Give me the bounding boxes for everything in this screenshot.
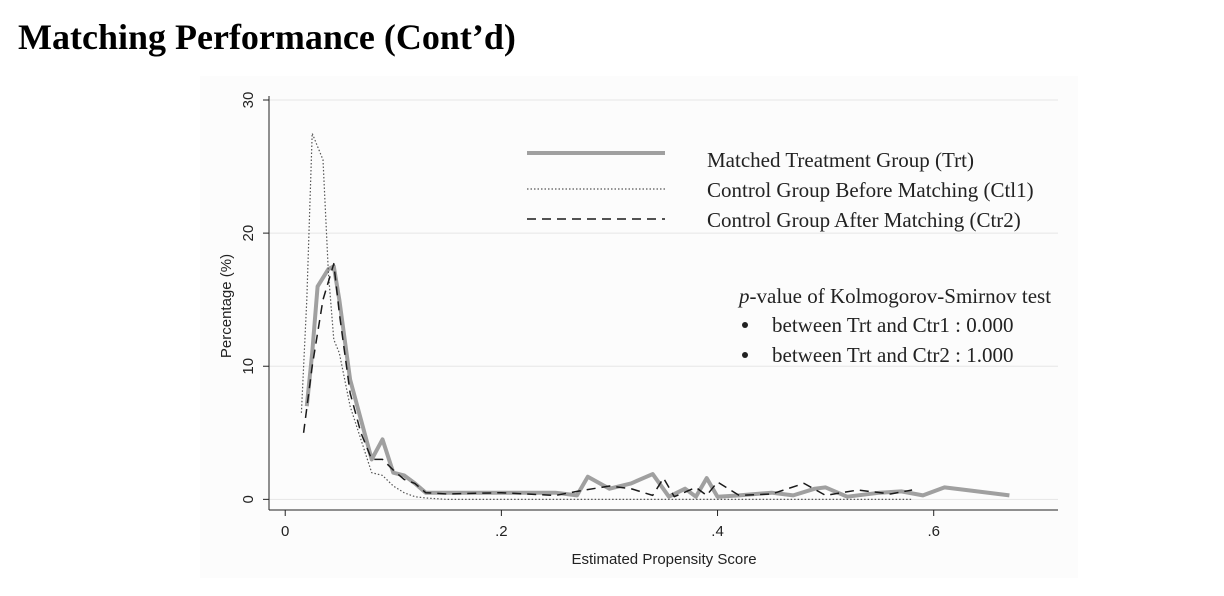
- chart-panel: [200, 76, 1078, 578]
- y-tick-label: 10: [240, 358, 257, 375]
- ks-test-heading-rest: -value of Kolmogorov-Smirnov test: [750, 284, 1052, 308]
- ks-test-bullet-1: between Trt and Ctr1 : 0.000: [772, 313, 1014, 337]
- y-tick-label: 30: [240, 92, 257, 109]
- series-lines: [300, 132, 1010, 500]
- legend-label-trt: Matched Treatment Group (Trt): [707, 148, 974, 172]
- bullet-dot: [742, 322, 748, 328]
- axes: [268, 96, 1058, 511]
- y-tick-label: 20: [240, 225, 257, 242]
- gridlines: [269, 99, 1058, 500]
- y-tick-label: 0: [240, 495, 257, 503]
- y-axis-label: Percentage (%): [218, 254, 235, 358]
- legend-label-ctl1: Control Group Before Matching (Ctl1): [707, 178, 1034, 202]
- axis-ticks: 0 10 20 30 0 .2 .4 .6: [240, 92, 940, 540]
- series-line-ctl1: [300, 132, 913, 500]
- legend: Matched Treatment Group (Trt) Control Gr…: [527, 148, 1034, 232]
- ks-test-bullet-2: between Trt and Ctr2 : 1.000: [772, 343, 1014, 367]
- ks-test-heading: p-value of Kolmogorov-Smirnov test: [737, 284, 1051, 308]
- x-tick-label: .4: [711, 523, 724, 540]
- legend-label-ctr2: Control Group After Matching (Ctr2): [707, 208, 1021, 232]
- ks-test-heading-italic: p: [737, 284, 750, 308]
- x-tick-label: .2: [495, 523, 508, 540]
- ks-test-annotation: p-value of Kolmogorov-Smirnov test betwe…: [737, 284, 1051, 367]
- x-axis-label: Estimated Propensity Score: [571, 551, 756, 568]
- x-tick-label: 0: [281, 523, 289, 540]
- x-tick-label: .6: [927, 523, 940, 540]
- series-line-ctr2: [302, 262, 913, 498]
- bullet-dot: [742, 352, 748, 358]
- series-line-trt: [304, 264, 1010, 499]
- slide-title: Matching Performance (Cont’d): [18, 17, 516, 57]
